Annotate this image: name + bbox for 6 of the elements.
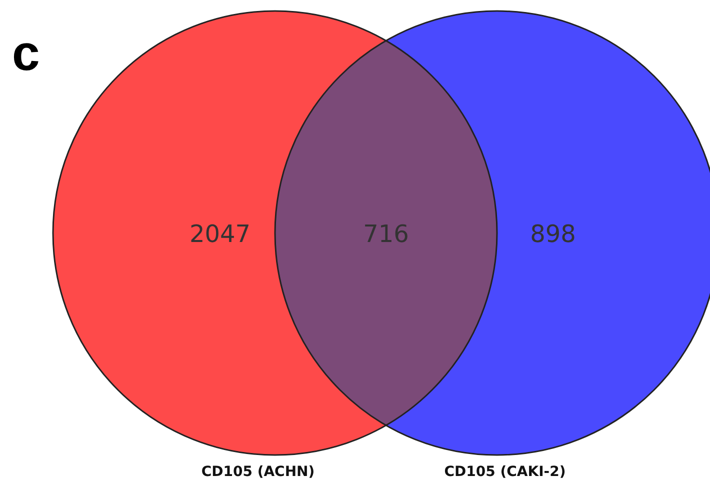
text: CD105 (ACHN) xyxy=(201,464,315,480)
data-label: 716 xyxy=(363,220,409,248)
text: c xyxy=(12,25,40,81)
data-label: 2047 xyxy=(189,220,251,248)
text: CD105 (CAKI-2) xyxy=(444,464,566,480)
data-label: 898 xyxy=(530,220,576,248)
